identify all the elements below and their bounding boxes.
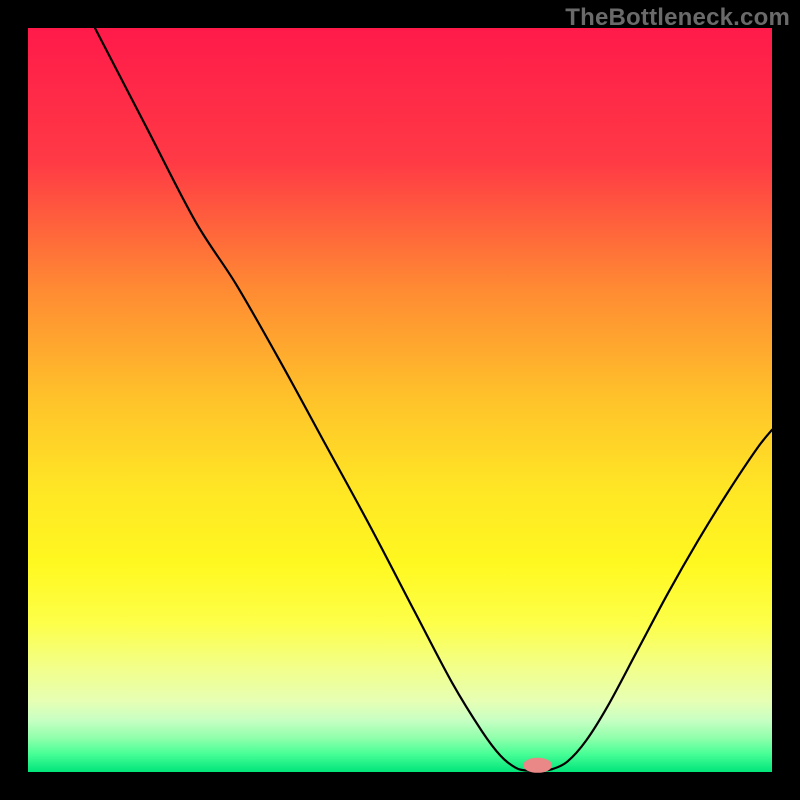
chart-svg bbox=[0, 0, 800, 800]
bottleneck-chart: TheBottleneck.com bbox=[0, 0, 800, 800]
optimum-marker bbox=[524, 758, 552, 772]
plot-area bbox=[28, 28, 772, 772]
